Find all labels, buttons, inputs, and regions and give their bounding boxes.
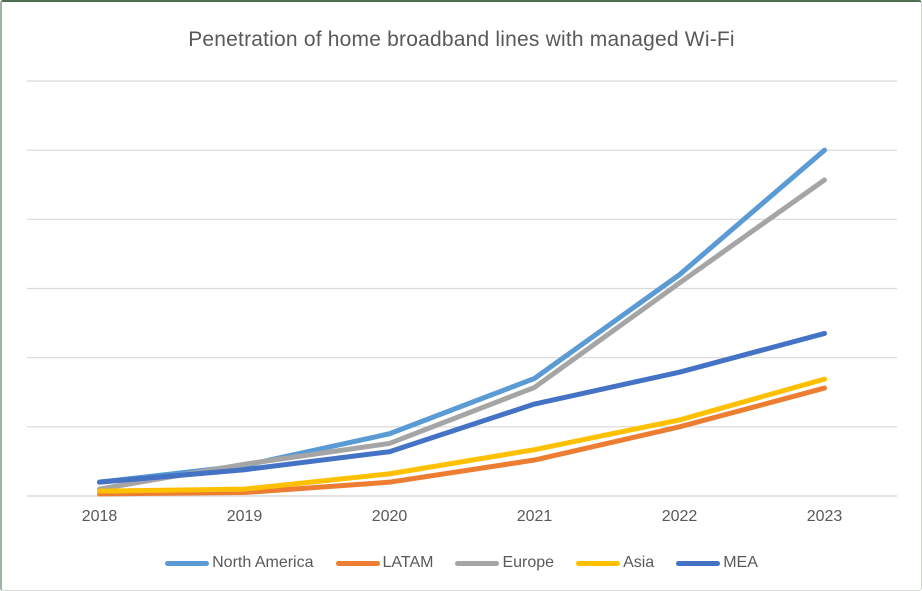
series-line-asia: [97, 376, 827, 494]
legend-item-north-america: North America: [165, 554, 314, 572]
legend-label: LATAM: [382, 554, 434, 571]
chart-title: Penetration of home broadband lines with…: [188, 28, 735, 51]
series-line-europe: [97, 177, 827, 492]
legend-item-latam: LATAM: [335, 554, 434, 572]
legend-label: Europe: [502, 554, 555, 571]
series-line-latam: [97, 385, 827, 497]
x-tick-label: 2020: [371, 508, 408, 525]
x-tick-label: 2021: [516, 508, 553, 525]
x-tick-label: 2019: [226, 508, 263, 525]
legend: North America LATAM Europe Asia MEA: [2, 554, 921, 572]
legend-swatch-icon: [455, 560, 500, 566]
x-tick-label: 2023: [806, 508, 843, 525]
x-tick-label: 2022: [661, 508, 698, 525]
legend-item-europe: Europe: [455, 554, 554, 572]
x-tick-label: 2018: [81, 508, 118, 525]
series-line-mea: [97, 330, 827, 485]
gridlines: [27, 80, 897, 497]
legend-item-asia: Asia: [576, 554, 654, 572]
legend-swatch-icon: [576, 560, 621, 566]
legend-label: North America: [212, 554, 314, 571]
legend-swatch-icon: [165, 560, 210, 566]
legend-label: Asia: [623, 554, 655, 571]
series-line-north-america: [97, 147, 827, 485]
x-axis: 2018 2019 2020 2021 2022 2023: [27, 508, 897, 528]
legend-item-mea: MEA: [676, 554, 758, 572]
legend-swatch-icon: [335, 560, 380, 566]
legend-swatch-icon: [676, 560, 721, 566]
legend-label: MEA: [723, 554, 758, 571]
